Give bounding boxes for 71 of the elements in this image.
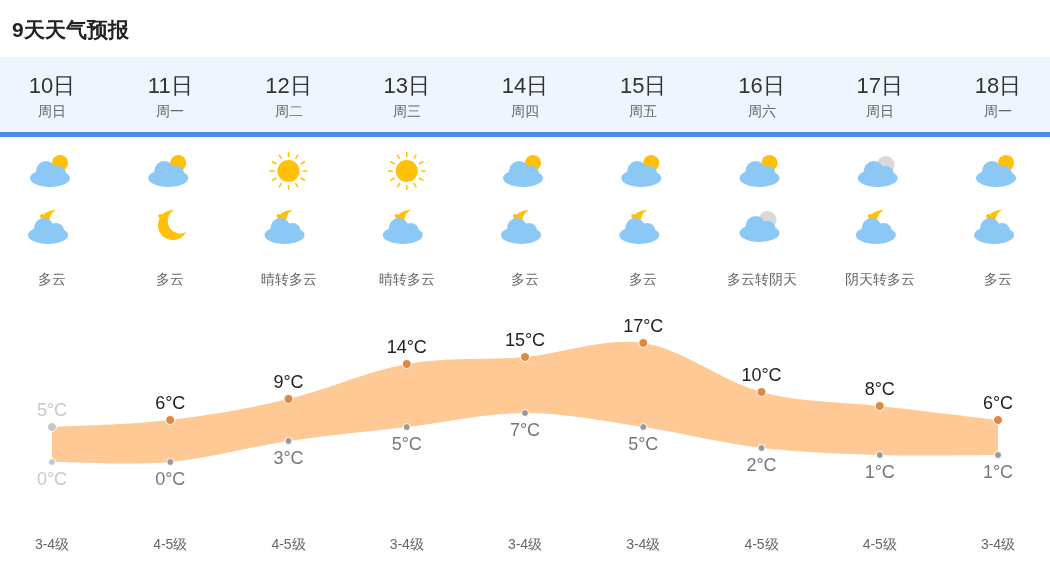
data-label: 17°C [623,316,664,336]
x-tick-label: 18日 [974,73,1022,98]
text: 多云 [629,271,658,287]
text: 3-4级 [34,536,70,552]
text: 多云 [38,271,66,287]
point [639,423,648,431]
point [757,444,766,452]
data-label: 5°C [391,434,422,454]
text: 阴天转多云 [844,271,915,287]
data-label: 1°C [982,462,1014,482]
point [165,415,176,425]
text: 周一 [984,103,1012,119]
data-label: 6°C [155,393,186,413]
text: 周二 [274,103,303,119]
x-tick-label: 15日 [620,73,667,98]
point [993,415,1003,425]
point [875,451,884,459]
text: 周四 [511,103,539,119]
text: 周六 [747,103,776,119]
point [994,451,1002,459]
point [874,401,885,411]
text: 周一 [156,103,185,119]
text: 4-5级 [862,536,897,552]
point [520,352,530,362]
x-tick-label: 14日 [501,73,549,98]
point [402,423,411,431]
data-label: 0°C [155,469,186,489]
x-tick-label: 13日 [383,73,430,98]
text: 3-4级 [980,536,1016,552]
data-label: 2°C [746,455,777,475]
data-label: 3°C [273,448,304,468]
text: 多云 [984,271,1012,287]
data-label: 1°C [864,462,895,482]
x-tick-label: 12日 [265,73,312,98]
text: 4-5级 [153,536,188,552]
point [521,409,529,417]
data-label: 10°C [741,365,782,385]
data-label: 15°C [504,330,546,350]
data-label: 7°C [509,420,541,440]
data-label: 6°C [982,393,1014,413]
text: 多云 [511,271,539,287]
point [47,422,57,432]
text: 周日 [38,103,66,119]
chart-title: 9天天气预报 [12,18,130,41]
text: 周五 [629,103,658,119]
text: 周日 [865,103,894,119]
text: 晴转多云 [378,271,435,287]
text: 3-4级 [626,536,661,552]
data-label: 14°C [386,337,427,357]
point [48,458,56,466]
text: 4-5级 [271,536,306,552]
point [166,458,175,466]
point [638,338,649,348]
x-tick-label: 10日 [28,73,76,98]
data-label: 8°C [864,379,895,399]
text: 晴转多云 [260,271,317,287]
text: 4-5级 [744,536,779,552]
text: 周三 [392,103,421,119]
point [284,437,293,445]
text: 3-4级 [507,536,543,552]
text: 3-4级 [389,536,424,552]
point [401,359,412,369]
x-tick-label: 16日 [738,73,785,98]
x-tick-label: 11日 [147,73,193,98]
x-tick-label: 17日 [856,73,903,98]
text: 多云转阴天 [726,271,797,287]
text: 多云 [156,271,185,287]
data-label: 5°C [628,434,659,454]
point [283,394,294,404]
data-label: 9°C [273,372,304,392]
point [756,387,767,397]
